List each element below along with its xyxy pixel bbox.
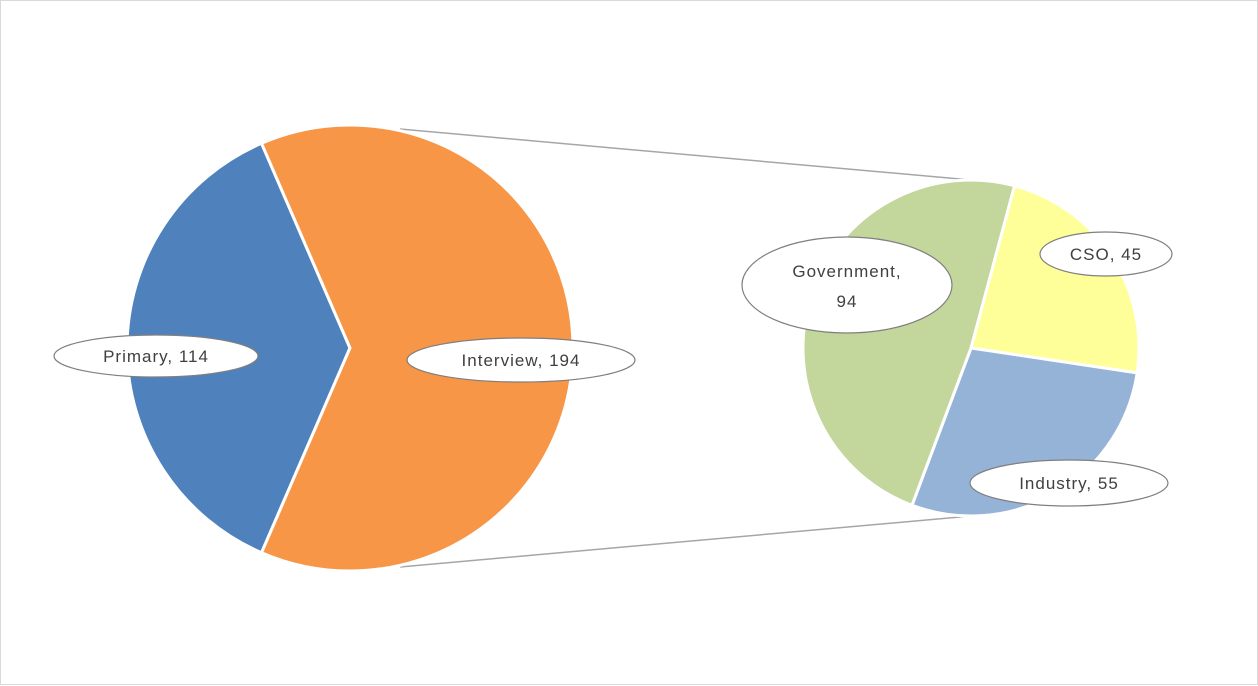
data-label-industry: Industry, 55 (969, 459, 1169, 507)
data-label-government: Government, 94 (741, 236, 953, 334)
data-label-text-government-line1: Government, (792, 262, 901, 281)
data-label-text-primary: Primary, 114 (103, 347, 209, 366)
data-label-cso: CSO, 45 (1039, 231, 1173, 277)
data-label-text-industry: Industry, 55 (1019, 474, 1119, 493)
data-label-interview: Interview, 194 (406, 337, 636, 383)
connector-line-bottom (399, 515, 972, 568)
connector-line-top (399, 128, 972, 181)
connector-lines (399, 128, 972, 568)
data-label-text-government-line2: 94 (837, 292, 858, 311)
data-label-text-interview: Interview, 194 (462, 351, 581, 370)
data-label-primary: Primary, 114 (53, 334, 259, 378)
data-label-text-cso: CSO, 45 (1070, 245, 1142, 264)
